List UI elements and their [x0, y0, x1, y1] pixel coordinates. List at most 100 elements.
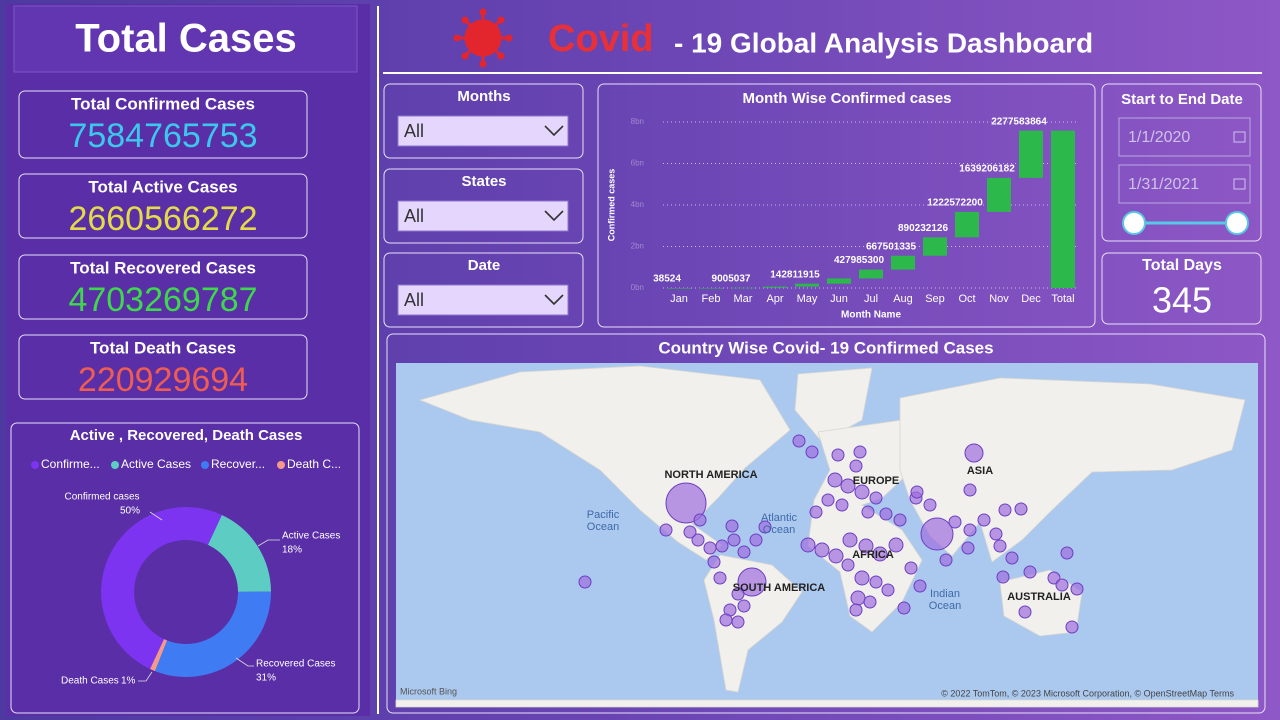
kpi-label: Total Confirmed Cases — [71, 94, 255, 113]
map-bubble — [964, 443, 984, 463]
map-bubble — [1018, 605, 1032, 619]
kpi-card — [18, 90, 308, 159]
map-bubble — [963, 523, 977, 537]
donut-slice — [154, 591, 271, 678]
dropdown-chevron — [544, 294, 564, 306]
map-bubble — [831, 448, 845, 462]
date-panel — [1101, 83, 1262, 242]
chart-title: Month Wise Confirmed cases — [742, 90, 951, 107]
x-tick-label: Apr — [766, 293, 783, 305]
end-date-input[interactable]: 1/31/2021 — [1118, 164, 1251, 204]
region-label: AFRICA — [852, 549, 894, 561]
dropdown[interactable]: All — [397, 115, 569, 147]
map-panel — [386, 333, 1266, 714]
map-bubble — [923, 498, 937, 512]
map-bubble — [1055, 578, 1069, 592]
map-bubble — [858, 538, 874, 554]
map-bubble — [578, 575, 592, 589]
map-bubble — [861, 505, 875, 519]
map-bubble — [827, 472, 843, 488]
legend-label: Recover... — [211, 457, 265, 471]
map-bubble — [814, 542, 830, 558]
data-label: 142811915 — [770, 269, 820, 280]
ocean-label: Pacific — [587, 509, 620, 521]
slider-handle[interactable] — [1225, 211, 1249, 235]
y-tick-label: 8bn — [631, 117, 644, 126]
map-bubble — [913, 579, 927, 593]
bar — [987, 177, 1011, 212]
map-attribution: © 2022 TomTom, © 2023 Microsoft Corporat… — [941, 688, 1234, 698]
slice-label: 50% — [120, 506, 140, 517]
bar — [795, 283, 819, 287]
legend-dot — [201, 461, 209, 469]
map-bubble — [1060, 546, 1074, 560]
dropdown-value: All — [404, 290, 424, 310]
dropdown-box — [397, 115, 569, 147]
filter-label: Date — [468, 257, 501, 274]
map-bubble — [849, 459, 863, 473]
map-bubble — [749, 533, 763, 547]
map-bubble — [731, 587, 745, 601]
bar — [667, 287, 691, 289]
kpi-card — [18, 334, 308, 400]
x-axis-title: Month Name — [841, 310, 901, 321]
map-bubble — [707, 555, 721, 569]
map-bubble — [854, 570, 870, 586]
x-tick-label: Total — [1051, 293, 1074, 305]
data-label: 890232126 — [898, 223, 948, 234]
map-bubble — [1065, 620, 1079, 634]
map-bubble — [996, 570, 1010, 584]
filter-panel — [383, 252, 584, 328]
map-bubble — [659, 523, 673, 537]
map-bubble — [993, 539, 1007, 553]
total-bar — [1051, 130, 1075, 288]
x-tick-label: Dec — [1021, 293, 1041, 305]
ocean-label: Indian — [930, 588, 960, 600]
kpi-value: 4703269787 — [68, 281, 257, 319]
map-bubble — [853, 445, 867, 459]
kpi-value: 7584765753 — [68, 117, 257, 155]
legend-label: Confirme... — [41, 457, 100, 471]
map-bubble — [840, 478, 856, 494]
title-highlight: Covid — [548, 18, 654, 60]
map-bubble — [713, 571, 727, 585]
map-bubble — [1005, 551, 1019, 565]
slice-name: Active Cases — [282, 531, 340, 542]
bar — [1019, 130, 1043, 178]
region-label: ASIA — [967, 465, 993, 477]
ocean-label: Ocean — [587, 521, 619, 533]
map-bubble — [703, 541, 717, 555]
map-bubble — [715, 539, 729, 553]
days-value: 345 — [1152, 280, 1212, 321]
dropdown[interactable]: All — [397, 200, 569, 232]
bar — [923, 237, 947, 256]
x-tick-label: Nov — [989, 293, 1009, 305]
filter-panel — [383, 168, 584, 244]
y-tick-label: 6bn — [631, 159, 644, 168]
map-bubble — [835, 498, 849, 512]
dropdown-box — [397, 200, 569, 232]
dropdown-chevron — [544, 210, 564, 222]
filter-label: Months — [457, 88, 510, 105]
map-brand: Microsoft Bing — [400, 686, 457, 696]
dropdown[interactable]: All — [397, 284, 569, 316]
ocean-label: Atlantic — [761, 512, 798, 524]
map-bubble — [828, 548, 844, 564]
kpi-label: Total Recovered Cases — [70, 258, 256, 277]
start-date-input[interactable]: 1/1/2020 — [1118, 117, 1251, 157]
filter-label: States — [461, 173, 506, 190]
map-bubble — [805, 445, 819, 459]
data-label: 2277583864 — [991, 116, 1047, 127]
map-bubble — [961, 541, 975, 555]
bar — [731, 287, 755, 289]
map-bubble — [863, 595, 877, 609]
x-tick-label: Jan — [670, 293, 688, 305]
x-tick-label: Jul — [864, 293, 878, 305]
days-panel — [1101, 252, 1262, 325]
slider-handle[interactable] — [1122, 211, 1146, 235]
y-tick-label: 2bn — [631, 242, 644, 251]
bar — [859, 269, 883, 279]
map-bubble — [792, 434, 806, 448]
kpi-value: 220929694 — [78, 361, 248, 399]
